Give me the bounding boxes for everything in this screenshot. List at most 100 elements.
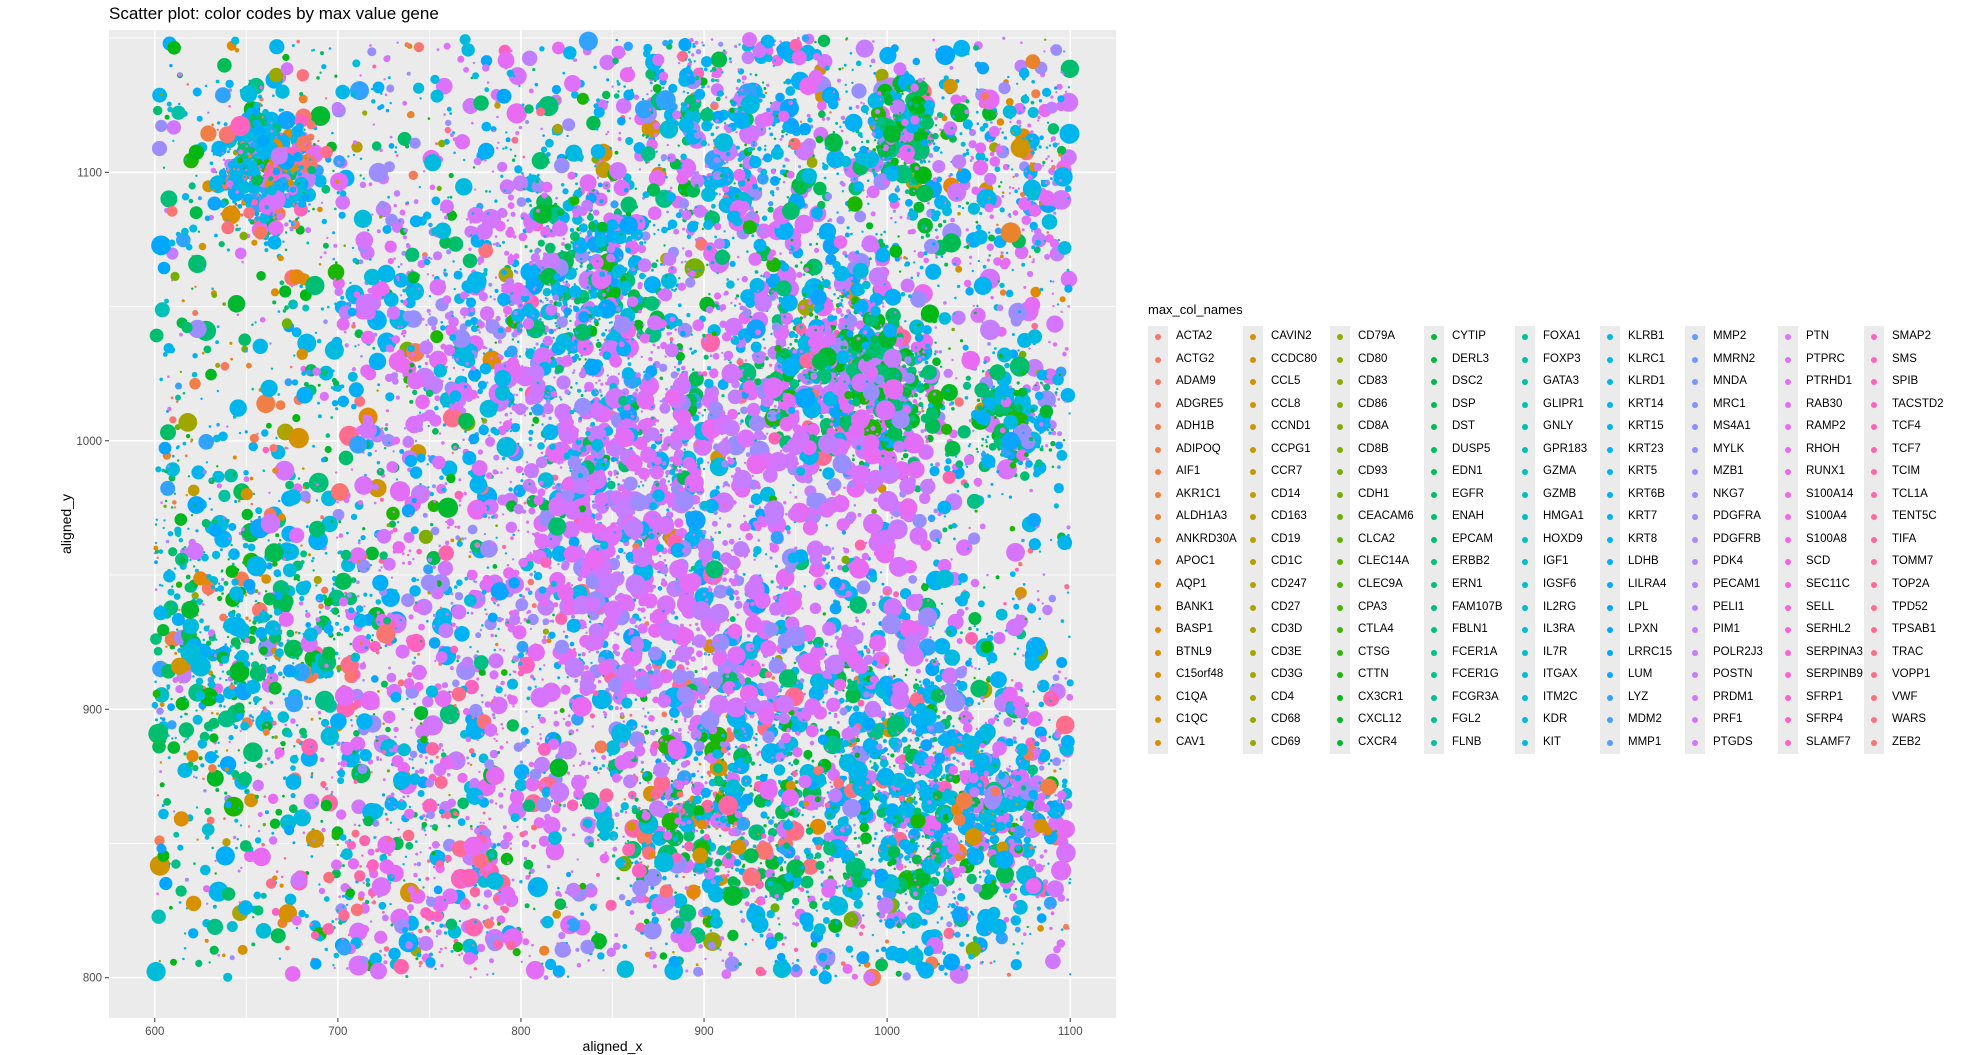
data-point xyxy=(587,959,591,962)
data-point xyxy=(274,217,278,221)
data-point xyxy=(515,131,520,135)
data-point xyxy=(216,325,220,329)
data-point xyxy=(233,725,239,730)
data-point xyxy=(179,370,182,374)
data-point xyxy=(778,923,781,926)
data-point xyxy=(883,230,887,234)
data-point xyxy=(412,389,418,395)
data-point xyxy=(890,90,896,96)
data-point xyxy=(163,343,174,354)
data-point xyxy=(214,872,217,875)
data-point xyxy=(713,157,720,164)
data-point xyxy=(280,176,287,184)
data-point xyxy=(1036,906,1041,911)
data-point xyxy=(701,972,704,976)
data-point xyxy=(356,749,359,753)
data-point xyxy=(235,224,239,227)
data-point xyxy=(908,575,918,584)
data-point xyxy=(340,190,347,197)
data-point xyxy=(440,963,444,968)
data-point xyxy=(167,703,176,711)
data-point xyxy=(726,523,732,528)
data-point xyxy=(470,611,474,615)
data-point xyxy=(166,120,181,135)
data-point xyxy=(1068,412,1071,415)
data-point xyxy=(476,943,486,953)
data-point xyxy=(645,136,648,139)
data-point xyxy=(881,582,885,586)
data-point xyxy=(293,577,297,581)
data-point xyxy=(1053,483,1064,494)
data-point xyxy=(557,98,561,101)
data-point xyxy=(796,36,800,40)
data-point xyxy=(1050,47,1053,50)
data-point xyxy=(278,108,282,112)
data-point xyxy=(427,117,431,120)
data-point xyxy=(187,475,191,478)
data-point xyxy=(834,690,839,695)
data-point xyxy=(252,492,256,496)
data-point xyxy=(957,211,961,216)
data-point xyxy=(596,98,601,103)
data-point xyxy=(255,507,263,515)
data-point xyxy=(905,199,913,207)
data-point xyxy=(232,455,237,460)
data-point xyxy=(235,152,239,156)
data-point xyxy=(323,896,330,902)
data-point xyxy=(721,969,732,979)
data-point xyxy=(195,529,199,533)
data-point xyxy=(293,379,298,384)
data-point xyxy=(195,709,198,712)
data-point xyxy=(1027,604,1037,614)
data-point xyxy=(251,387,255,391)
data-point xyxy=(954,596,962,603)
data-point xyxy=(551,84,562,95)
data-point xyxy=(321,218,327,225)
data-point xyxy=(933,145,940,152)
data-point xyxy=(579,763,582,767)
data-point xyxy=(710,915,723,929)
data-point xyxy=(490,633,495,638)
data-point xyxy=(226,921,238,932)
data-point xyxy=(1020,594,1024,597)
data-point xyxy=(1006,542,1025,562)
data-point xyxy=(919,492,931,504)
data-point xyxy=(1039,765,1045,771)
data-point xyxy=(840,748,846,753)
data-point xyxy=(666,659,676,669)
data-point xyxy=(249,476,254,481)
data-point xyxy=(357,594,360,598)
data-point xyxy=(292,841,296,845)
data-point xyxy=(951,358,954,362)
data-point xyxy=(527,590,533,595)
data-point xyxy=(615,38,619,42)
data-point xyxy=(407,111,415,119)
data-point xyxy=(829,111,832,114)
data-point xyxy=(955,524,958,527)
data-point xyxy=(346,531,349,535)
data-point xyxy=(782,180,786,184)
data-point xyxy=(427,500,440,512)
data-point xyxy=(188,254,207,274)
data-point xyxy=(434,967,437,971)
data-point xyxy=(350,718,353,722)
data-point xyxy=(968,140,977,149)
data-point xyxy=(865,139,870,144)
data-point xyxy=(204,938,209,943)
data-point xyxy=(146,962,166,982)
data-point xyxy=(755,84,758,87)
data-point xyxy=(181,193,190,201)
data-point xyxy=(612,854,616,858)
data-point xyxy=(332,231,336,235)
data-point xyxy=(252,916,255,919)
data-point xyxy=(318,883,321,886)
data-point xyxy=(870,211,876,217)
data-point xyxy=(729,361,732,364)
data-point xyxy=(472,61,476,65)
data-point xyxy=(256,271,266,281)
data-point xyxy=(973,229,988,245)
data-point xyxy=(159,702,165,707)
data-point xyxy=(703,932,722,951)
data-point xyxy=(362,110,368,116)
data-point xyxy=(663,760,667,763)
